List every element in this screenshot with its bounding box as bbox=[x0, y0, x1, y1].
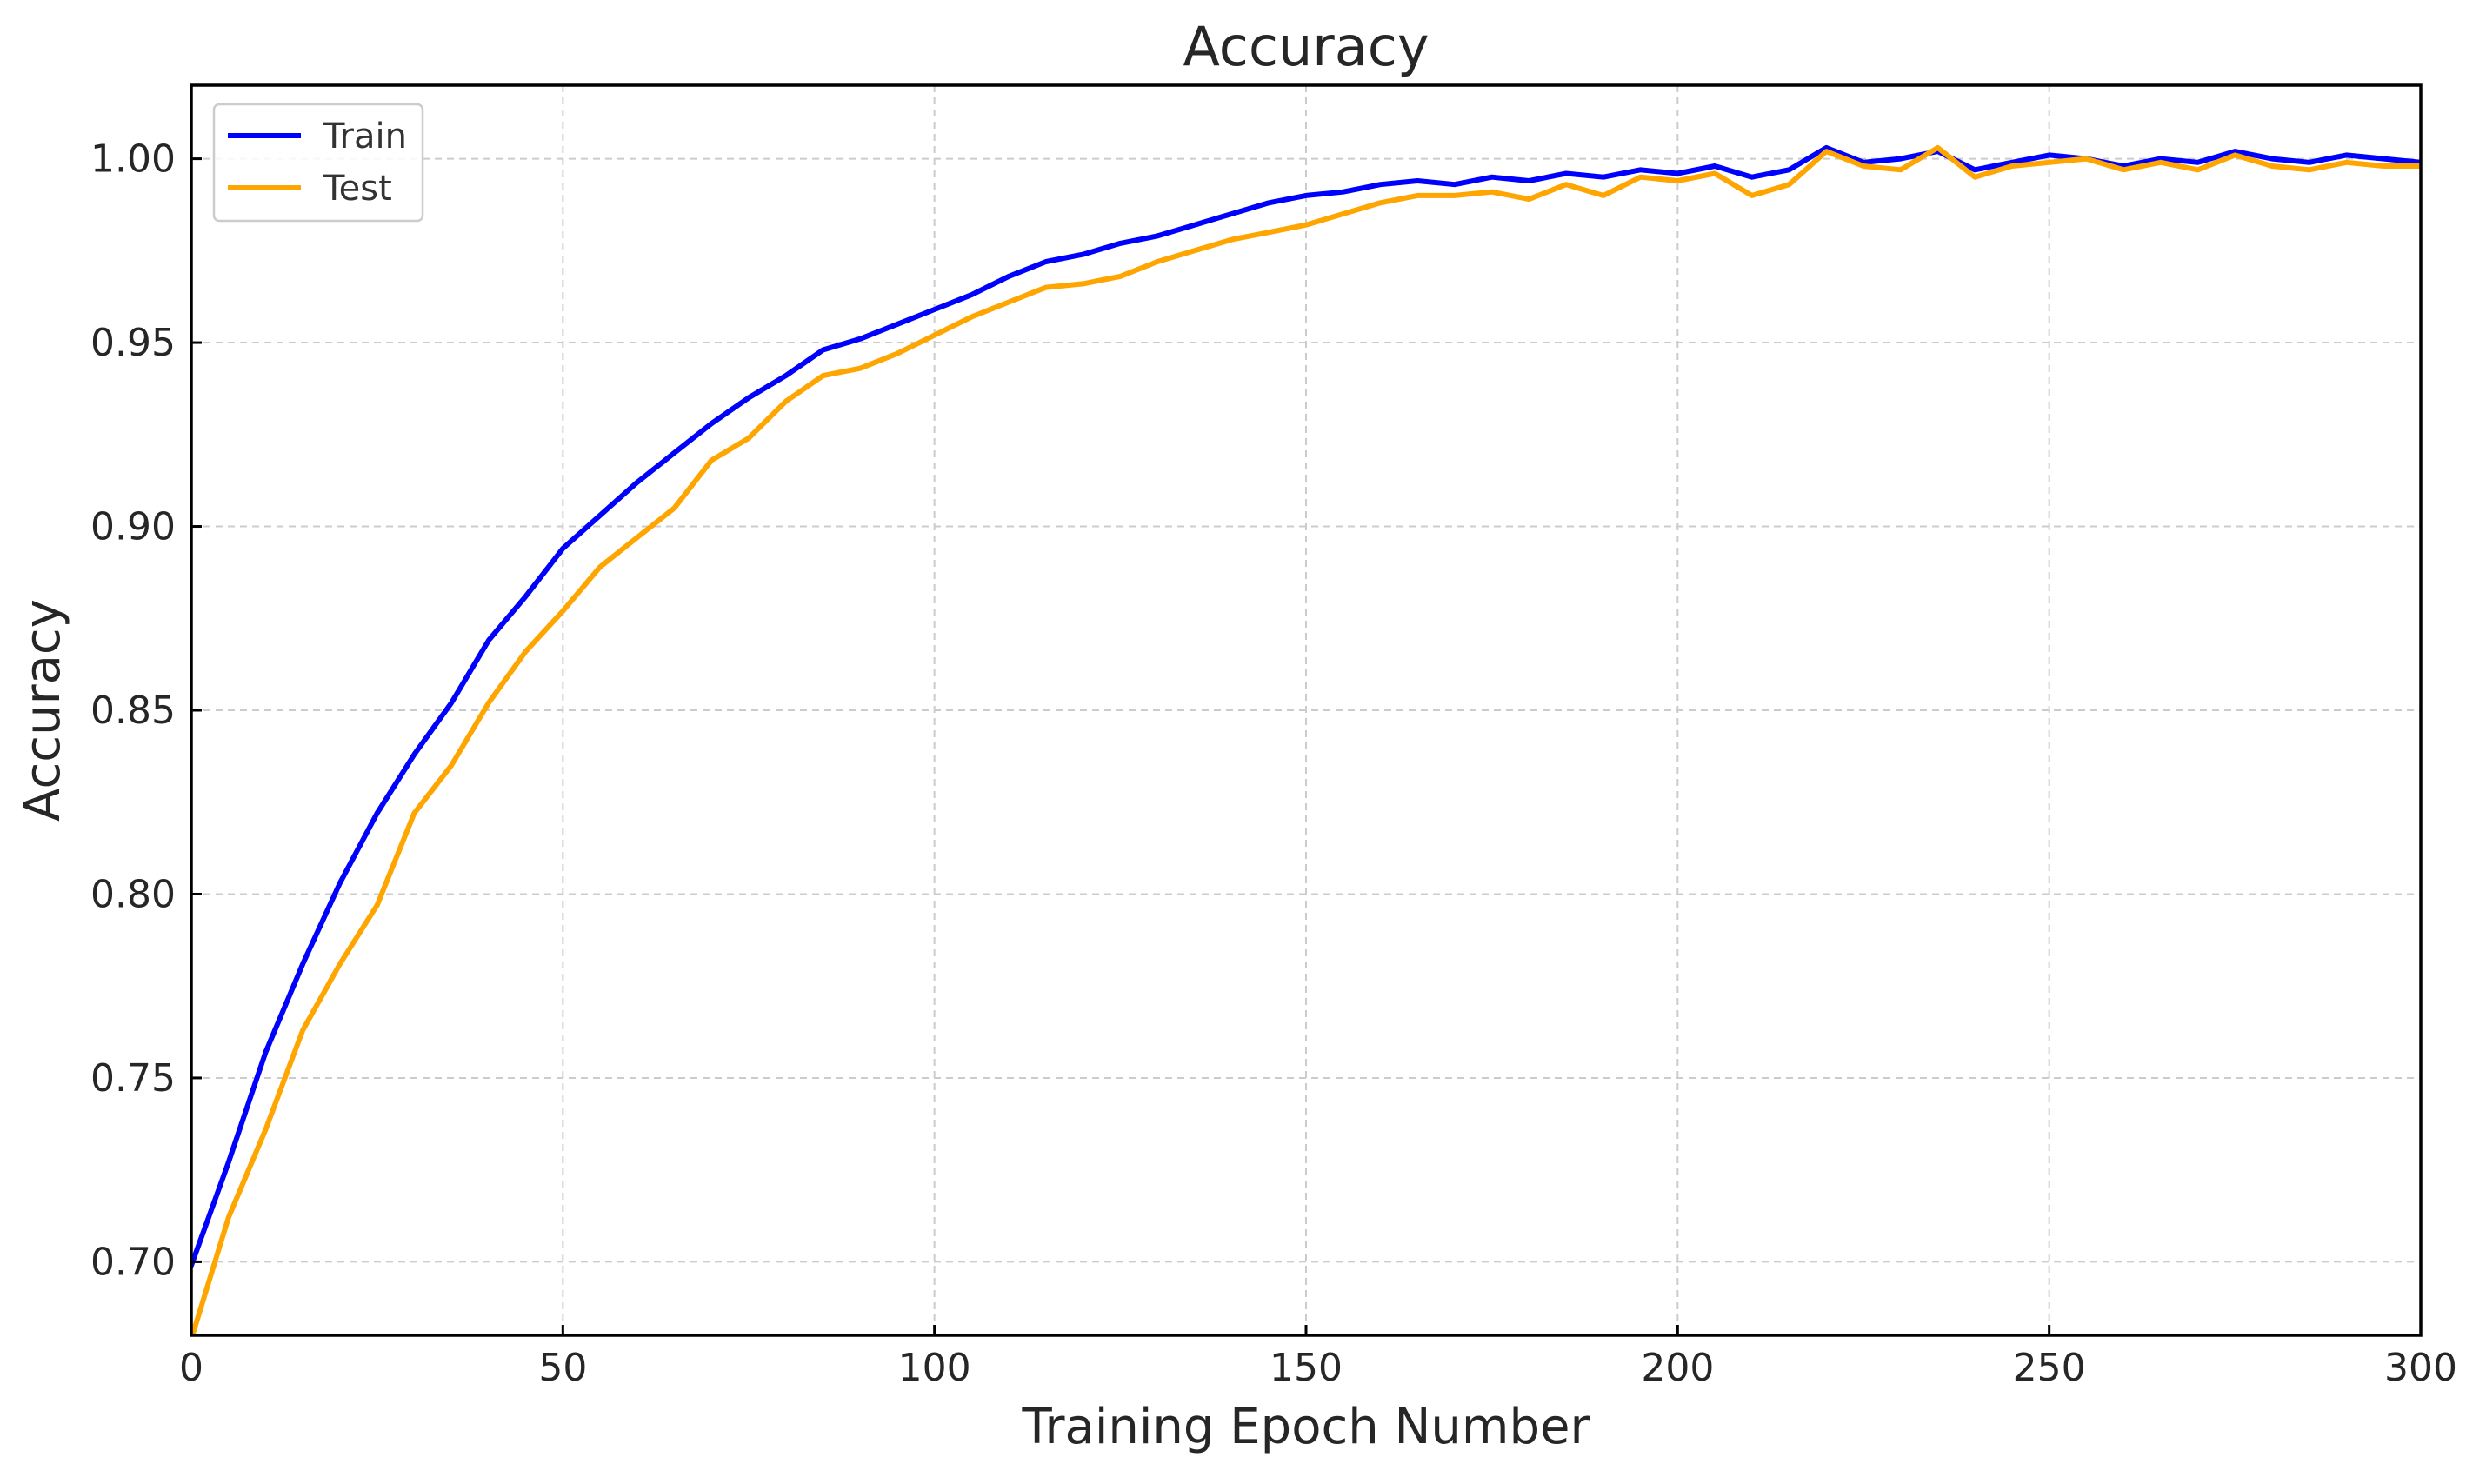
series-line-test bbox=[191, 144, 2421, 1335]
y-tick-label: 0.90 bbox=[90, 505, 176, 549]
y-tick-label: 0.95 bbox=[90, 321, 176, 365]
tick-layer: 0 50 100 150 200 250 300 0.70 0.75 0.80 0.85 0.90 0.… bbox=[90, 137, 2457, 1390]
y-tick-label: 0.75 bbox=[90, 1056, 176, 1101]
series-line-train bbox=[191, 144, 2421, 1268]
legend: Train Test bbox=[212, 103, 424, 223]
y-tick-label: 0.80 bbox=[90, 872, 176, 916]
legend-label-test: Test bbox=[323, 169, 392, 209]
series-layer bbox=[191, 144, 2421, 1335]
chart-title: Accuracy bbox=[1183, 15, 1429, 78]
legend-label-train: Train bbox=[323, 116, 407, 156]
x-tick-label: 200 bbox=[1641, 1346, 1714, 1390]
x-tick-label: 0 bbox=[179, 1346, 203, 1390]
x-tick-label: 100 bbox=[898, 1346, 971, 1390]
y-tick-label: 0.70 bbox=[90, 1240, 176, 1284]
y-tick-label: 1.00 bbox=[90, 137, 176, 182]
y-tick-label: 0.85 bbox=[90, 689, 176, 733]
x-tick-label: 50 bbox=[538, 1346, 587, 1390]
x-axis-label: Training Epoch Number bbox=[1022, 1399, 1591, 1455]
x-tick-label: 150 bbox=[1270, 1346, 1343, 1390]
x-tick-label: 300 bbox=[2384, 1346, 2457, 1390]
x-tick-label: 250 bbox=[2013, 1346, 2086, 1390]
grid-layer bbox=[191, 85, 2421, 1335]
y-axis-label: Accuracy bbox=[15, 599, 71, 822]
